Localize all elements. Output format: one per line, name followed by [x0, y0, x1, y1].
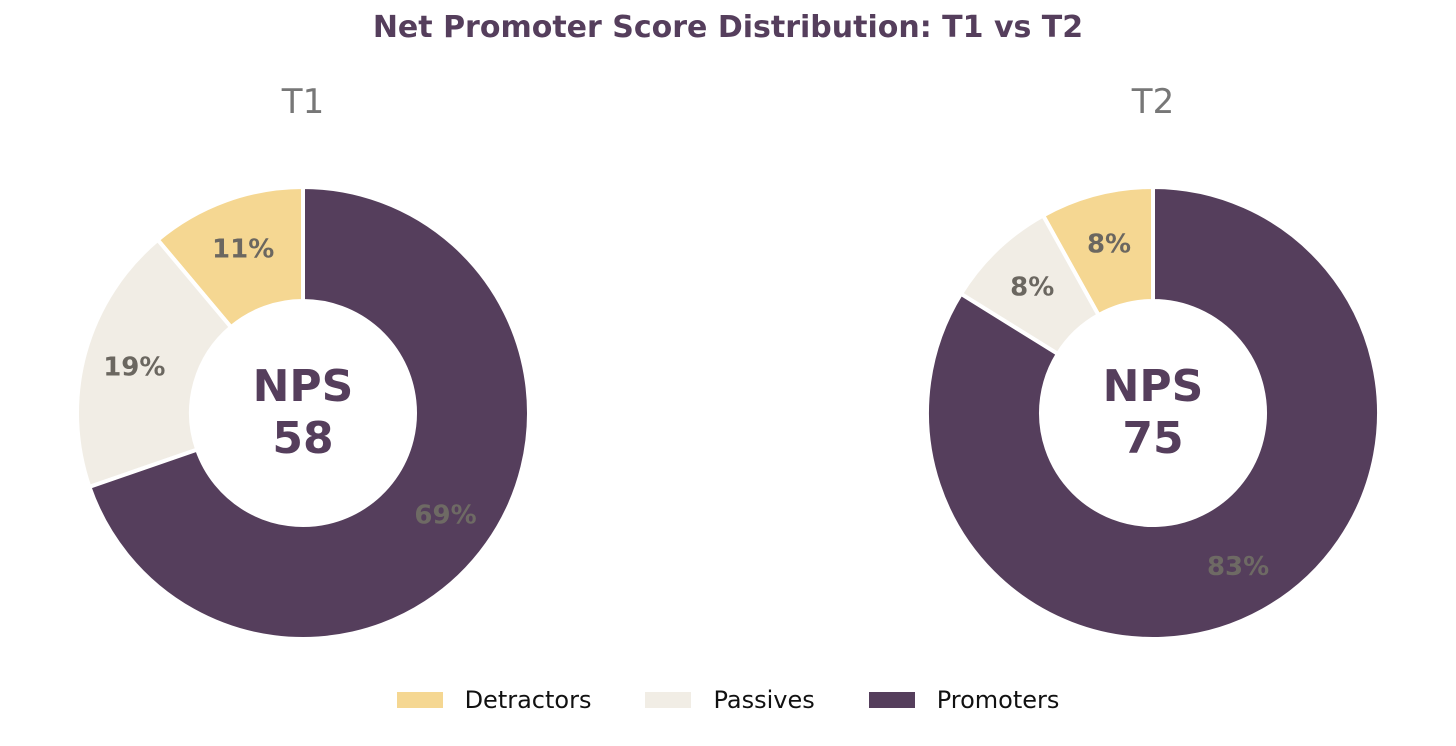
center-value-t1: 58 — [272, 413, 333, 464]
center-label-t2: NPS — [1103, 361, 1204, 412]
legend-item-detractors: Detractors — [396, 686, 592, 714]
slice-label-t2-detractors: 8% — [1087, 230, 1131, 260]
legend-label-promoters: Promoters — [936, 686, 1060, 714]
legend-swatch-promoters — [868, 692, 915, 708]
legend: Detractors Passives Promoters — [0, 686, 1456, 714]
center-label-t1: NPS — [253, 361, 354, 412]
slice-t1-passives — [75, 237, 234, 489]
slice-label-t1-promoters: 69% — [414, 501, 476, 531]
slice-label-t2-promoters: 83% — [1207, 552, 1269, 582]
subplot-title-t1: T1 — [281, 82, 324, 122]
center-value-t2: 75 — [1122, 413, 1183, 464]
chart-title: Net Promoter Score Distribution: T1 vs T… — [372, 10, 1084, 45]
legend-item-promoters: Promoters — [868, 686, 1060, 714]
legend-swatch-detractors — [396, 692, 443, 708]
slice-label-t2-passives: 8% — [1010, 272, 1054, 302]
legend-item-passives: Passives — [645, 686, 815, 714]
legend-swatch-passives — [645, 692, 692, 708]
slice-t1-promoters — [87, 185, 531, 641]
slice-label-t1-detractors: 11% — [212, 235, 274, 265]
slice-label-t1-passives: 19% — [103, 352, 165, 382]
subplot-title-t2: T2 — [1131, 82, 1174, 122]
legend-label-passives: Passives — [713, 686, 815, 714]
slice-t2-passives — [958, 213, 1101, 356]
legend-label-detractors: Detractors — [464, 686, 592, 714]
slice-t2-promoters — [925, 185, 1381, 641]
